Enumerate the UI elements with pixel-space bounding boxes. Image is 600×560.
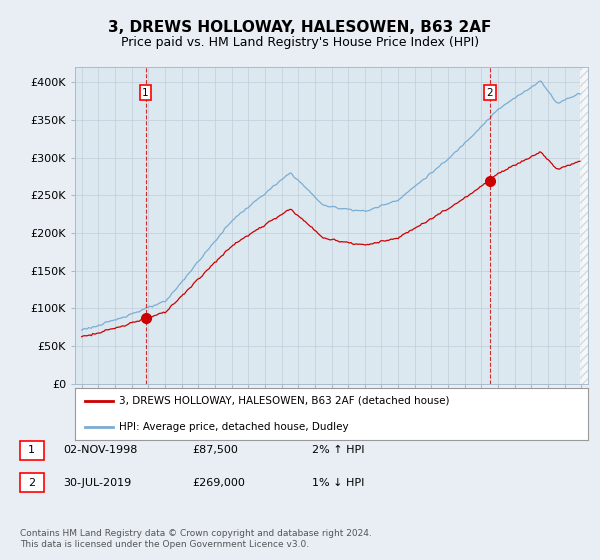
Text: 2: 2 (28, 478, 35, 488)
Text: 3, DREWS HOLLOWAY, HALESOWEN, B63 2AF (detached house): 3, DREWS HOLLOWAY, HALESOWEN, B63 2AF (d… (119, 395, 449, 405)
Text: £87,500: £87,500 (192, 445, 238, 455)
Text: 3, DREWS HOLLOWAY, HALESOWEN, B63 2AF: 3, DREWS HOLLOWAY, HALESOWEN, B63 2AF (109, 20, 491, 35)
Text: Contains HM Land Registry data © Crown copyright and database right 2024.
This d: Contains HM Land Registry data © Crown c… (20, 529, 371, 549)
Text: Price paid vs. HM Land Registry's House Price Index (HPI): Price paid vs. HM Land Registry's House … (121, 36, 479, 49)
Text: HPI: Average price, detached house, Dudley: HPI: Average price, detached house, Dudl… (119, 422, 348, 432)
Text: 02-NOV-1998: 02-NOV-1998 (63, 445, 137, 455)
Text: 1: 1 (28, 445, 35, 455)
Text: 2: 2 (487, 87, 493, 97)
Text: £269,000: £269,000 (192, 478, 245, 488)
Text: 2% ↑ HPI: 2% ↑ HPI (312, 445, 365, 455)
Text: 1% ↓ HPI: 1% ↓ HPI (312, 478, 364, 488)
Text: 30-JUL-2019: 30-JUL-2019 (63, 478, 131, 488)
Text: 1: 1 (142, 87, 149, 97)
